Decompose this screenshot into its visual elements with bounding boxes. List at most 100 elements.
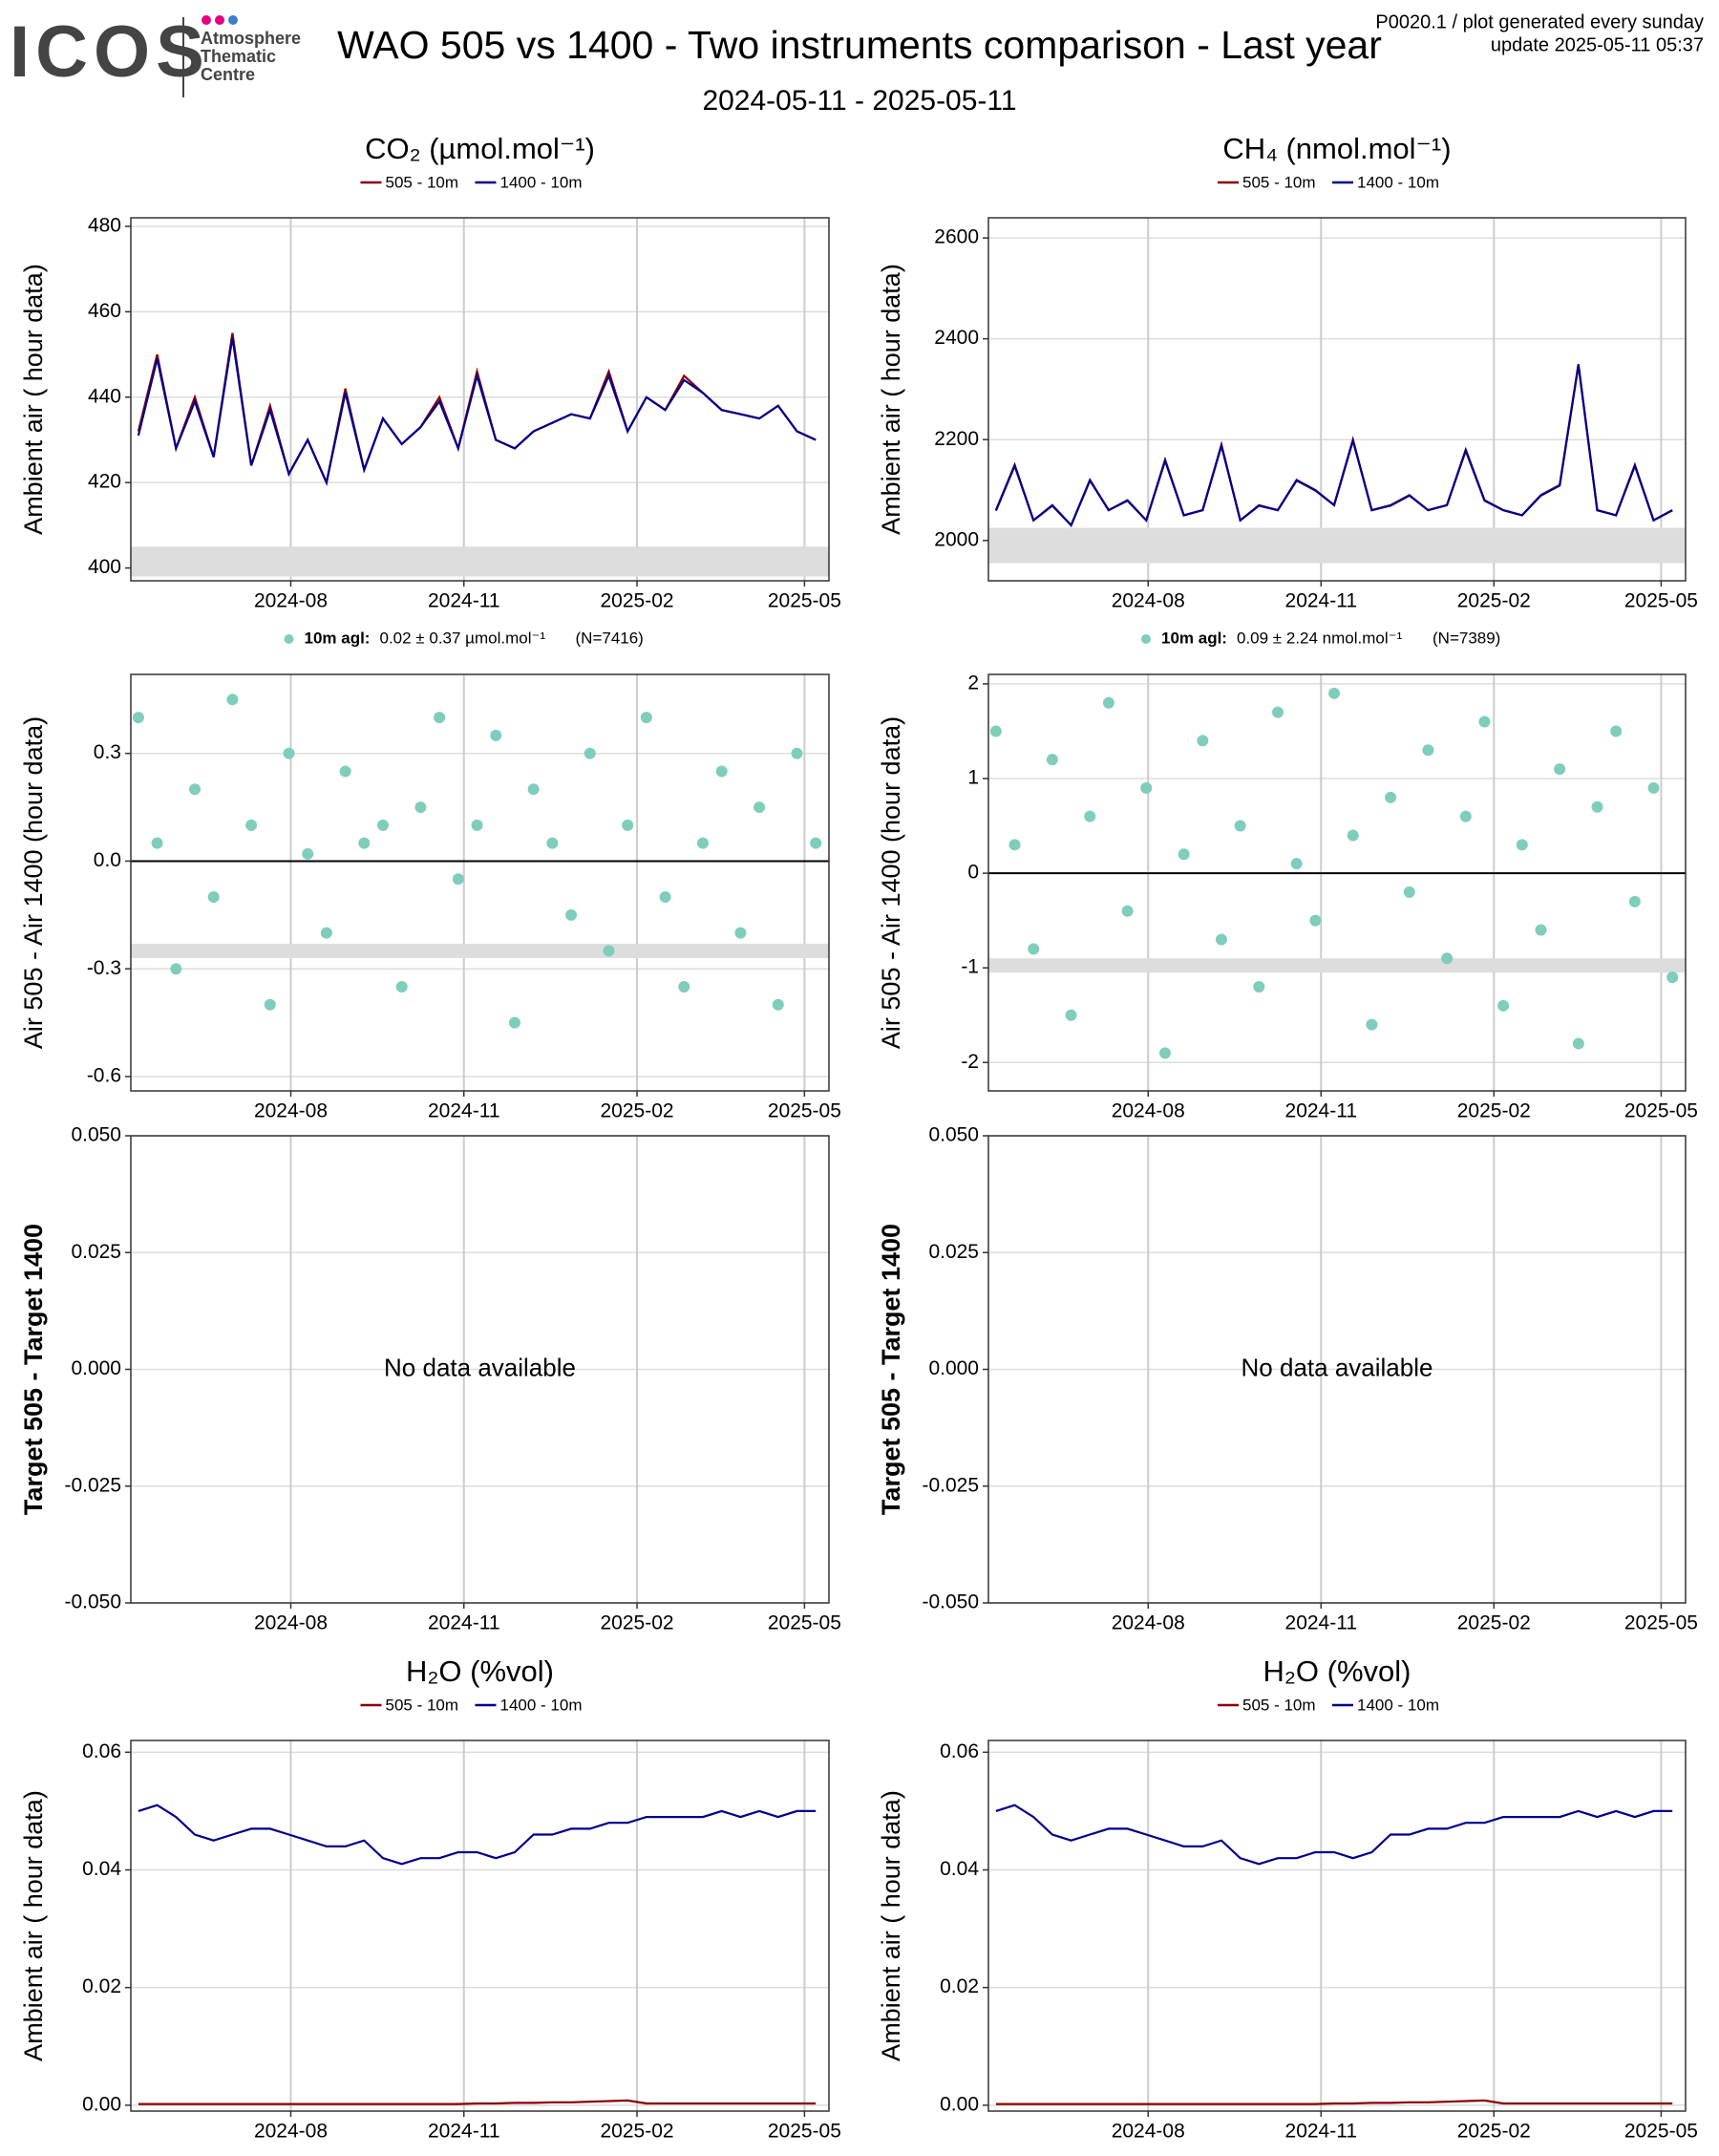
y-tick-label: 0.000 <box>71 1357 121 1379</box>
y-tick-label: 0.000 <box>928 1357 979 1379</box>
logo-dot <box>228 15 238 25</box>
y-tick-label: 440 <box>88 385 121 407</box>
legend-swatch <box>1141 634 1151 644</box>
legend-note: (N=7389) <box>1432 629 1500 647</box>
x-tick-label: 2024-11 <box>1285 1100 1358 1122</box>
x-tick-label: 2025-05 <box>768 1612 841 1634</box>
y-tick-label: 0.00 <box>82 2093 121 2115</box>
scatter-point <box>264 998 276 1011</box>
y-tick-label: 0.0 <box>94 849 121 871</box>
scatter-point <box>696 837 709 849</box>
scatter-point <box>508 1016 520 1029</box>
y-tick-label: 2000 <box>934 528 979 550</box>
y-tick-label: 0.3 <box>94 741 121 763</box>
scatter-point <box>1554 763 1566 776</box>
scatter-point <box>1102 696 1114 709</box>
legend-label: 1400 - 10m <box>500 1696 583 1714</box>
scatter-point <box>207 891 220 904</box>
y-axis-label: Ambient air ( hour data) <box>19 264 48 535</box>
scatter-point <box>772 998 784 1011</box>
x-tick-label: 2025-05 <box>1624 590 1698 612</box>
legend-note: 0.02 ± 0.37 µmol.mol⁻¹ <box>380 629 546 647</box>
x-tick-label: 2024-08 <box>254 590 328 612</box>
series-line <box>138 2099 817 2105</box>
y-tick-label: -2 <box>961 1051 979 1073</box>
y-tick-label: 2600 <box>934 226 979 248</box>
legend-swatch <box>284 634 294 644</box>
scatter-point <box>791 747 803 759</box>
scatter-point <box>283 747 295 759</box>
legend-note: 0.09 ± 2.24 nmol.mol⁻¹ <box>1237 629 1403 647</box>
flag-band <box>988 958 1686 973</box>
scatter-point <box>1046 754 1058 766</box>
y-tick-label: 1 <box>967 767 979 789</box>
scatter-point <box>622 819 634 831</box>
series-line <box>137 337 817 486</box>
x-tick-label: 2025-05 <box>1624 1612 1698 1634</box>
y-tick-label: -0.025 <box>64 1474 121 1496</box>
scatter-point <box>584 747 596 759</box>
scatter-point <box>1309 914 1322 927</box>
y-tick-label: 0.02 <box>940 1975 979 1997</box>
scatter-point <box>395 981 408 993</box>
x-tick-label: 2025-05 <box>768 590 841 612</box>
legend-label: 1400 - 10m <box>500 173 583 191</box>
x-tick-label: 2025-05 <box>768 2121 841 2143</box>
scatter-point <box>753 801 766 814</box>
flag-band <box>988 527 1686 564</box>
scatter-point <box>1272 706 1284 718</box>
scatter-point <box>471 819 483 831</box>
scatter-point <box>490 729 502 741</box>
scatter-point <box>434 712 446 724</box>
y-axis-label: Target 505 - Target 1400 <box>19 1224 48 1515</box>
scatter-point <box>1535 924 1547 936</box>
plot-frame <box>987 1135 1687 1604</box>
legend-label: 10m agl: <box>1161 629 1227 647</box>
scatter-point <box>565 908 578 921</box>
x-tick-label: 2024-11 <box>428 2121 500 2143</box>
x-tick-label: 2025-02 <box>600 1612 673 1634</box>
y-tick-label: 420 <box>88 471 121 493</box>
y-tick-label: -0.050 <box>64 1591 121 1613</box>
scatter-point <box>734 927 747 939</box>
plot-frame <box>130 1135 830 1604</box>
scatter-point <box>1366 1018 1378 1031</box>
scatter-point <box>603 945 615 957</box>
x-tick-label: 2024-08 <box>1112 590 1185 612</box>
scatter-point <box>1234 820 1246 832</box>
x-tick-label: 2024-11 <box>1285 2121 1358 2143</box>
series-line <box>995 1804 1673 1866</box>
scatter-point <box>1610 725 1623 737</box>
legend-note: (N=7416) <box>576 629 644 647</box>
y-tick-label: -0.3 <box>87 957 121 979</box>
scatter-point <box>1290 858 1303 870</box>
legend-label: 505 - 10m <box>386 173 459 191</box>
scatter-point <box>678 981 690 993</box>
x-tick-label: 2024-11 <box>428 590 500 612</box>
y-tick-label: -1 <box>961 956 979 978</box>
plot-frame <box>987 673 1687 1092</box>
legend-label: 10m agl: <box>305 629 371 647</box>
scatter-point <box>1084 810 1096 822</box>
scatter-point <box>1347 829 1359 842</box>
y-tick-label: 2 <box>967 672 979 694</box>
y-tick-label: 0.04 <box>940 1858 979 1880</box>
logo-dot <box>202 15 211 25</box>
y-tick-label: 2200 <box>934 428 979 450</box>
scatter-point <box>1385 791 1397 803</box>
x-tick-label: 2025-02 <box>1457 1612 1531 1634</box>
annotation: No data available <box>384 1353 576 1381</box>
y-axis-label: Air 505 - Air 1400 (hour data) <box>877 716 905 1049</box>
x-tick-label: 2025-05 <box>1624 1100 1698 1122</box>
scatter-point <box>1497 999 1510 1012</box>
y-tick-label: 0.06 <box>940 1740 979 1762</box>
y-axis-label: Target 505 - Target 1400 <box>877 1224 905 1515</box>
plot-frame <box>987 217 1687 582</box>
y-tick-label: 0.050 <box>71 1124 121 1146</box>
x-tick-label: 2024-11 <box>428 1612 500 1634</box>
scatter-point <box>1516 839 1528 851</box>
y-tick-label: 2400 <box>934 327 979 349</box>
scatter-point <box>1253 981 1265 993</box>
